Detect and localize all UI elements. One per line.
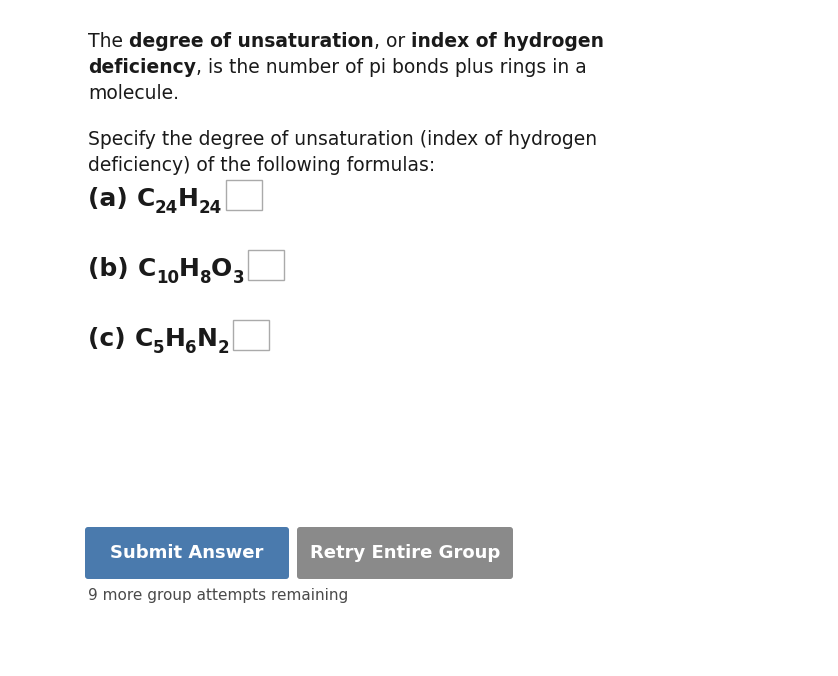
Text: C: C [137, 257, 156, 281]
Text: 6: 6 [185, 339, 197, 357]
Text: C: C [134, 327, 153, 351]
Text: 2: 2 [218, 339, 229, 357]
Text: H: H [178, 257, 199, 281]
Text: The: The [88, 32, 129, 51]
Text: index of hydrogen: index of hydrogen [411, 32, 604, 51]
Text: 8: 8 [199, 268, 211, 287]
Text: H: H [178, 187, 199, 211]
Text: N: N [197, 327, 218, 351]
FancyBboxPatch shape [297, 527, 513, 579]
FancyBboxPatch shape [248, 250, 284, 280]
Text: H: H [164, 327, 185, 351]
FancyBboxPatch shape [85, 527, 289, 579]
Text: Specify the degree of unsaturation (index of hydrogen: Specify the degree of unsaturation (inde… [88, 130, 597, 149]
Text: 10: 10 [156, 268, 178, 287]
Text: Retry Entire Group: Retry Entire Group [310, 544, 500, 562]
Text: molecule.: molecule. [88, 84, 179, 103]
Text: 5: 5 [153, 339, 164, 357]
Text: deficiency: deficiency [88, 58, 196, 77]
Text: Submit Answer: Submit Answer [111, 544, 264, 562]
Text: , or: , or [374, 32, 411, 51]
Text: 24: 24 [199, 199, 222, 216]
Text: , is the number of pi bonds plus rings in a: , is the number of pi bonds plus rings i… [196, 58, 587, 77]
Text: 24: 24 [155, 199, 178, 216]
Text: (a): (a) [88, 187, 137, 211]
FancyBboxPatch shape [233, 320, 269, 350]
Text: degree of unsaturation: degree of unsaturation [129, 32, 374, 51]
Text: deficiency) of the following formulas:: deficiency) of the following formulas: [88, 156, 435, 175]
Text: 9 more group attempts remaining: 9 more group attempts remaining [88, 588, 349, 603]
Text: (b): (b) [88, 257, 137, 281]
Text: 3: 3 [232, 268, 244, 287]
FancyBboxPatch shape [226, 180, 262, 210]
Text: C: C [137, 187, 155, 211]
Text: O: O [211, 257, 232, 281]
Text: (c): (c) [88, 327, 134, 351]
